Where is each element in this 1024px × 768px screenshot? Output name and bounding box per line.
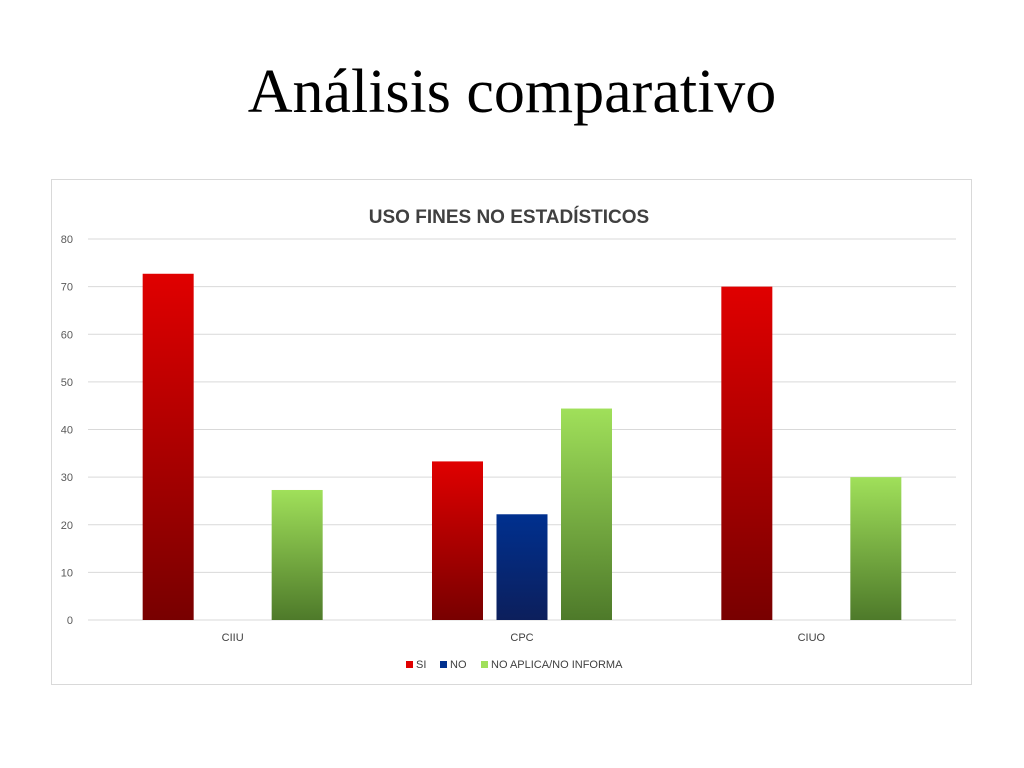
y-tick-label: 30 bbox=[61, 472, 73, 484]
bar-cpc-no-aplica bbox=[561, 408, 612, 620]
y-tick-label: 40 bbox=[61, 425, 73, 437]
x-category-label: CPC bbox=[510, 632, 533, 644]
bar-ciiu-no-aplica bbox=[271, 489, 323, 620]
bar-ciuo-no-aplica bbox=[850, 477, 902, 620]
chart-title: USO FINES NO ESTADÍSTICOS bbox=[369, 206, 649, 228]
y-tick-label: 60 bbox=[61, 329, 73, 341]
legend-label: SI bbox=[416, 659, 426, 671]
y-tick-label: 20 bbox=[61, 520, 73, 532]
legend-label: NO bbox=[450, 659, 467, 671]
slide-title: Análisis comparativo bbox=[247, 58, 777, 126]
bar-ciuo-si bbox=[721, 286, 773, 620]
legend-label: NO APLICA/NO INFORMA bbox=[491, 659, 623, 671]
legend-swatch bbox=[440, 661, 447, 668]
legend-swatch bbox=[406, 661, 413, 668]
y-tick-label: 70 bbox=[61, 282, 73, 294]
bar-cpc-no bbox=[496, 514, 548, 620]
x-category-label: CIIU bbox=[222, 632, 244, 644]
legend-swatch bbox=[481, 661, 488, 668]
x-category-label: CIUO bbox=[798, 632, 826, 644]
y-tick-label: 50 bbox=[61, 377, 73, 389]
bar-cpc-si bbox=[432, 461, 483, 620]
y-tick-label: 10 bbox=[61, 567, 73, 579]
bar-ciiu-si bbox=[142, 273, 194, 620]
y-tick-label: 0 bbox=[67, 615, 73, 627]
y-tick-label: 80 bbox=[61, 234, 73, 246]
